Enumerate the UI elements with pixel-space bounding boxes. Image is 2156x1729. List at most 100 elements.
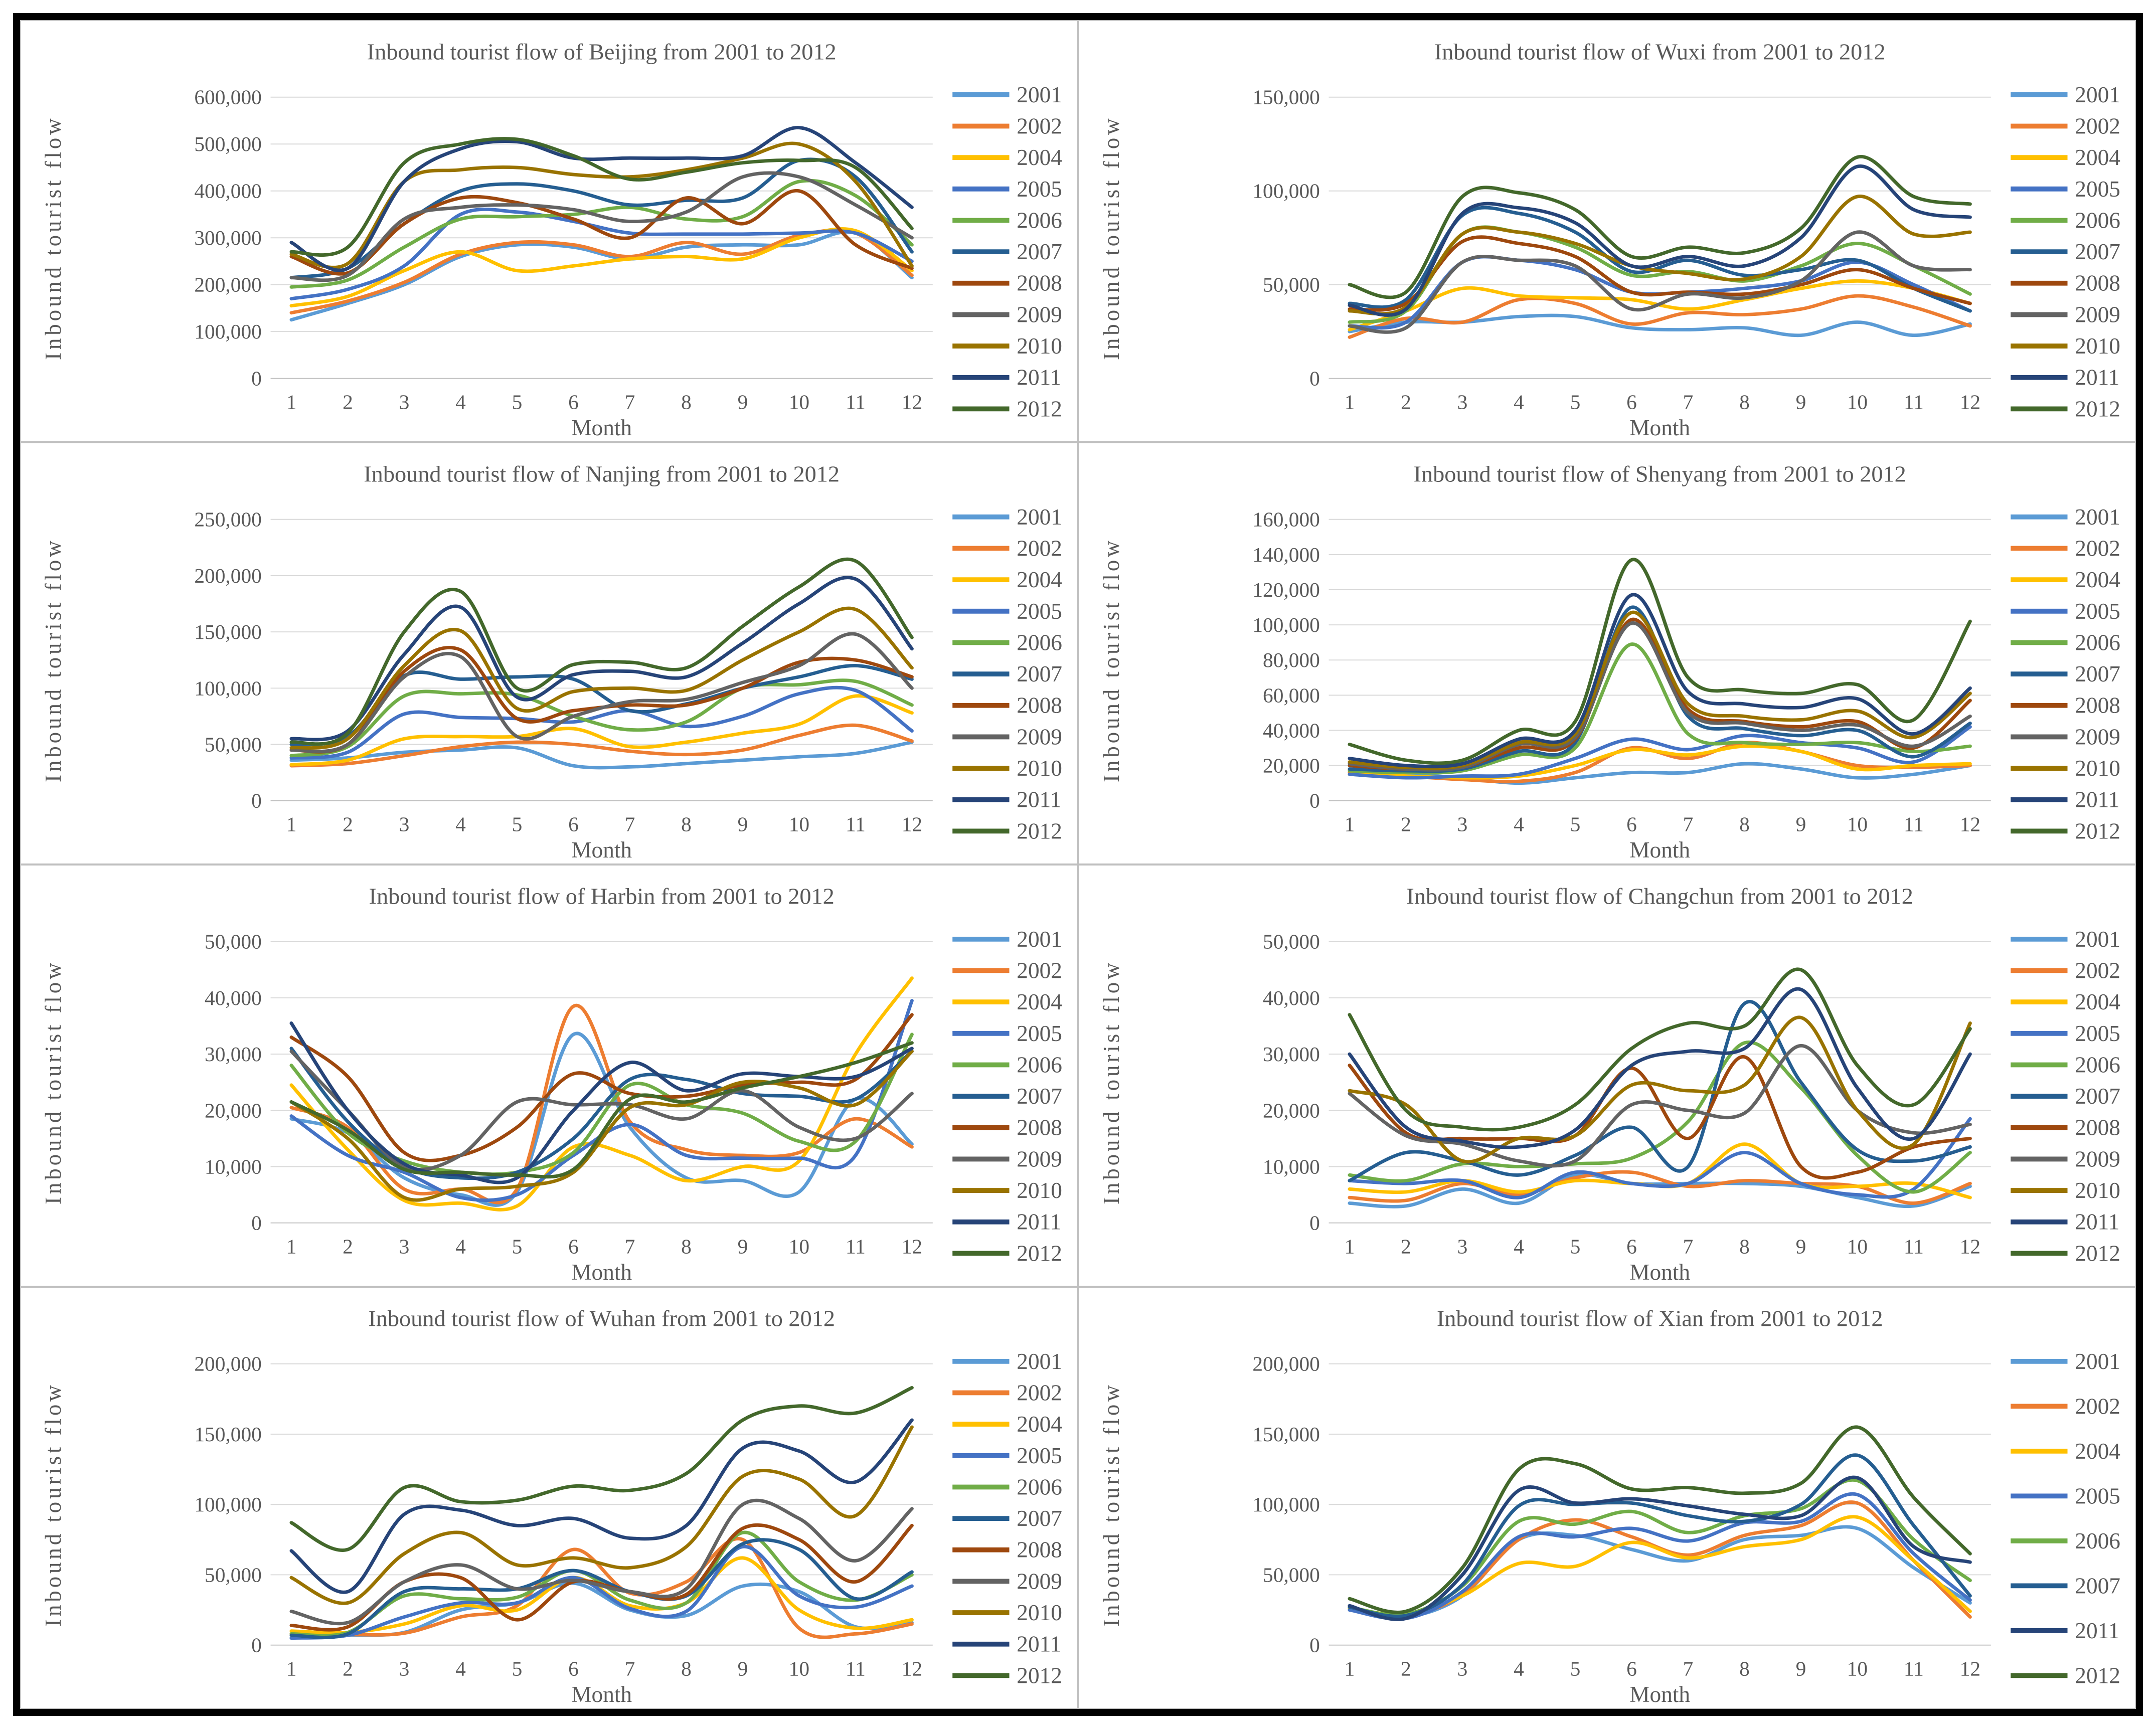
x-tick-label: 11 xyxy=(1904,391,1924,414)
legend-label-2005: 2005 xyxy=(2075,177,2120,202)
y-axis-title: Inbound tourist flow xyxy=(1098,538,1123,782)
series-line-2005 xyxy=(1347,725,1972,780)
series-line-2005 xyxy=(289,999,914,1202)
legend-label-2011: 2011 xyxy=(2075,787,2119,812)
x-tick-label: 2 xyxy=(343,1235,353,1258)
legend-item: 2007 xyxy=(952,239,1062,264)
y-tick-label: 200,000 xyxy=(1252,1352,1319,1375)
legend-item: 2001 xyxy=(2010,927,2120,952)
series-line-2012 xyxy=(1347,558,1972,765)
chart-cell-wuhan: 0 50,000 100,000 150,000 200,000 1 2 3 4 5 6 7 8 9 10 1… xyxy=(20,1287,1078,1709)
legend-label-2010: 2010 xyxy=(1017,333,1062,359)
legend-label-2002: 2002 xyxy=(1017,958,1062,983)
legend-item: 2006 xyxy=(952,208,1062,233)
legend-item: 2011 xyxy=(2010,365,2119,390)
x-tick-label: 9 xyxy=(1795,391,1806,414)
legend-label-2002: 2002 xyxy=(2075,536,2120,561)
figure-frame: 0 100,000 200,000 300,000 400,000 500,000 600,… xyxy=(13,13,2143,1716)
legend-label-2010: 2010 xyxy=(2075,333,2120,359)
legend-item: 2010 xyxy=(2010,333,2120,359)
y-axis-title: Inbound tourist flow xyxy=(1098,1382,1123,1627)
legend-item: 2012 xyxy=(952,1241,1062,1266)
legend-label-2005: 2005 xyxy=(1017,599,1062,624)
x-tick-label: 5 xyxy=(1570,1235,1580,1258)
legend-label-2006: 2006 xyxy=(1017,1053,1062,1078)
legend-item: 2009 xyxy=(2010,1147,2120,1171)
legend-item: 2006 xyxy=(2010,1053,2120,1077)
x-tick-label: 5 xyxy=(512,1657,523,1680)
series-line-2001 xyxy=(289,1031,914,1207)
y-tick-label: 400,000 xyxy=(194,180,261,203)
legend-item: 2009 xyxy=(952,1147,1062,1171)
y-axis-title: Inbound tourist flow xyxy=(1098,115,1123,360)
x-tick-label: 2 xyxy=(1401,813,1411,836)
x-axis-title: Month xyxy=(1629,837,1690,862)
y-tick-label: 150,000 xyxy=(1252,1423,1319,1446)
chart-title: Inbound tourist flow of Wuhan from 2001 … xyxy=(368,1305,835,1331)
x-tick-label: 11 xyxy=(846,391,866,414)
legend-item: 2009 xyxy=(2010,725,2120,749)
series-line-2012 xyxy=(289,137,914,257)
charts-grid: 0 100,000 200,000 300,000 400,000 500,000 600,… xyxy=(20,20,2136,1709)
x-tick-label: 6 xyxy=(568,1657,579,1680)
legend-label-2011: 2011 xyxy=(2075,1618,2119,1643)
legend-item: 2001 xyxy=(952,927,1062,952)
legend-item: 2012 xyxy=(952,1663,1062,1688)
x-tick-label: 2 xyxy=(343,391,353,414)
legend-item: 2005 xyxy=(2010,1021,2120,1046)
series-line-2009 xyxy=(1347,621,1972,772)
legend-item: 2012 xyxy=(2010,396,2120,421)
y-tick-label: 500,000 xyxy=(194,132,261,155)
legend-item: 2007 xyxy=(2010,1573,2120,1598)
x-tick-label: 7 xyxy=(1683,1657,1693,1680)
chart-title: Inbound tourist flow of Nanjing from 200… xyxy=(364,461,840,486)
legend-label-2002: 2002 xyxy=(2075,1394,2120,1419)
chart-cell-wuxi: 0 50,000 100,000 150,000 1 2 3 4 5 6 7 8 9 10 11 12 Mont… xyxy=(1078,20,2136,442)
legend-item: 2008 xyxy=(952,1537,1062,1563)
series-line-2002 xyxy=(289,1537,914,1639)
x-tick-label: 12 xyxy=(902,391,922,414)
legend-label-2001: 2001 xyxy=(2075,1349,2120,1374)
legend-item: 2009 xyxy=(952,725,1062,749)
legend-label-2005: 2005 xyxy=(1017,1021,1062,1046)
legend-label-2002: 2002 xyxy=(1017,536,1062,561)
legend-label-2012: 2012 xyxy=(1017,818,1062,843)
x-tick-label: 10 xyxy=(1847,391,1867,414)
x-tick-label: 1 xyxy=(286,391,297,414)
legend-label-2010: 2010 xyxy=(1017,1600,1062,1625)
legend-label-2011: 2011 xyxy=(1017,787,1061,812)
legend-label-2007: 2007 xyxy=(2075,661,2120,686)
series-line-2007 xyxy=(1347,1000,1972,1182)
legend-label-2007: 2007 xyxy=(1017,1084,1062,1109)
series-line-2004 xyxy=(289,227,914,308)
line-chart: 0 20,000 40,000 60,000 80,000 100,000 120,000 1… xyxy=(1098,461,2120,862)
x-tick-label: 2 xyxy=(343,1657,353,1680)
x-axis-title: Month xyxy=(571,415,632,440)
series-line-2011 xyxy=(1347,593,1972,769)
y-tick-label: 100,000 xyxy=(194,676,261,700)
x-tick-label: 11 xyxy=(846,1657,866,1680)
series-line-2009 xyxy=(289,1050,914,1171)
legend-label-2001: 2001 xyxy=(2075,82,2120,107)
x-tick-label: 8 xyxy=(1739,391,1750,414)
legend-item: 2005 xyxy=(2010,177,2120,202)
y-tick-label: 50,000 xyxy=(1263,930,1320,953)
x-tick-label: 6 xyxy=(1626,813,1637,836)
legend-item: 2008 xyxy=(952,271,1062,296)
legend-item: 2004 xyxy=(952,1412,1062,1437)
legend-label-2004: 2004 xyxy=(1017,1412,1062,1437)
x-axis-title: Month xyxy=(1629,1682,1690,1707)
legend-label-2012: 2012 xyxy=(1017,396,1062,421)
legend-item: 2010 xyxy=(952,756,1062,781)
series-line-2005 xyxy=(1347,1492,1972,1621)
series-line-2012 xyxy=(1347,967,1972,1132)
legend-label-2005: 2005 xyxy=(2075,1021,2120,1046)
x-tick-label: 3 xyxy=(1457,1235,1467,1258)
legend-item: 2007 xyxy=(2010,1084,2120,1109)
y-tick-label: 0 xyxy=(251,789,262,812)
y-tick-label: 40,000 xyxy=(1263,719,1320,742)
legend-item: 2009 xyxy=(952,1569,1062,1594)
chart-title: Inbound tourist flow of Xian from 2001 t… xyxy=(1436,1305,1883,1331)
legend-label-2006: 2006 xyxy=(2075,630,2120,655)
